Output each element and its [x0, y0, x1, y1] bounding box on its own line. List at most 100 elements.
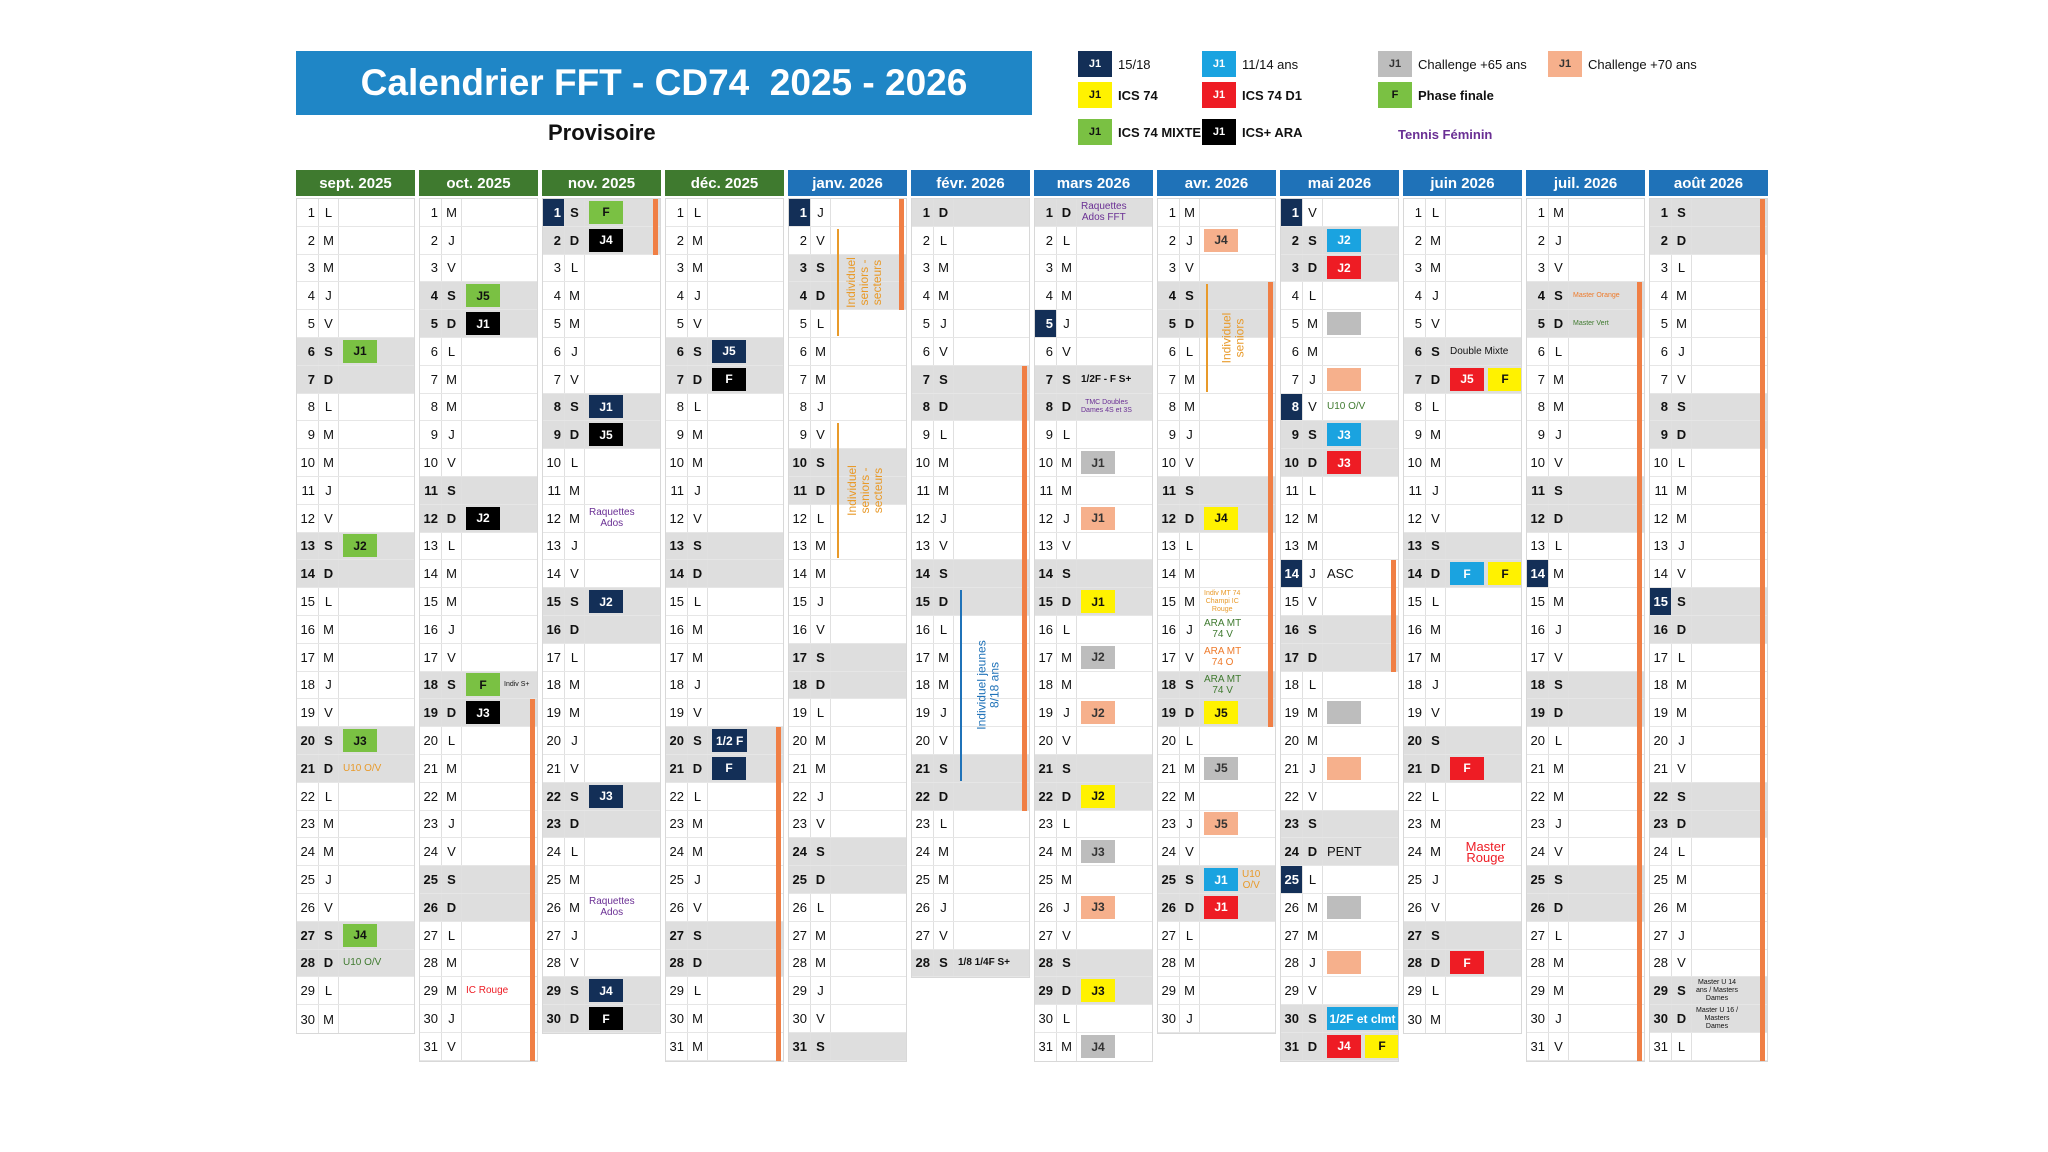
day-number: 20: [1281, 727, 1303, 754]
day-number: 9: [666, 421, 688, 449]
day-events: J1 U10 O/V: [1200, 866, 1275, 893]
day-letter: L: [1672, 449, 1692, 476]
month-days: 1 L 2 M 3 M 4 J 5 V 6 S J1 7 D 8 L 9 M 10 M 11 J 12 V 13 S J2 14 D 15 L…: [296, 198, 415, 1034]
event-note: Master Vert: [1573, 319, 1609, 327]
day-number: 6: [1404, 337, 1426, 365]
day-letter: D: [1057, 977, 1077, 1005]
day-number: 4: [297, 282, 319, 310]
day-number: 30: [543, 1005, 565, 1032]
day-row: 16 J ARA MT 74 V: [1158, 615, 1275, 644]
day-events: [1692, 588, 1767, 615]
day-letter: D: [565, 1005, 585, 1032]
day-letter: L: [688, 393, 708, 421]
day-row: 2 J J4: [1158, 226, 1275, 255]
day-events: ASC: [1323, 560, 1398, 587]
day-row: 17 L: [543, 643, 660, 672]
day-events: [1200, 922, 1275, 949]
day-number: 15: [297, 588, 319, 615]
day-events: [1692, 811, 1767, 838]
day-letter: M: [934, 449, 954, 476]
legend-swatch: J1: [1202, 119, 1236, 145]
event-tag: J3: [1081, 840, 1115, 864]
day-events: [462, 227, 537, 254]
day-letter: S: [1549, 476, 1569, 504]
day-letter: M: [319, 226, 339, 254]
day-row: 12 J J1: [1035, 504, 1152, 533]
day-number: 13: [420, 532, 442, 560]
day-row: 31DJ4FRF FT: [1281, 1032, 1398, 1061]
day-number: 7: [1527, 365, 1549, 393]
day-letter: L: [811, 310, 831, 337]
day-events: [1692, 727, 1767, 754]
day-letter: S: [442, 476, 462, 504]
day-events: [585, 922, 660, 949]
day-row: 28 V: [1650, 949, 1767, 978]
day-number: 27: [666, 921, 688, 949]
day-number: 11: [1404, 476, 1426, 504]
event-tag: F: [1488, 367, 1521, 391]
day-letter: L: [1057, 615, 1077, 643]
day-row: 20 J: [1650, 727, 1767, 755]
day-number: 22: [1650, 782, 1672, 810]
day-number: 19: [789, 699, 811, 727]
event-tag: F: [1365, 1034, 1398, 1058]
day-number: 18: [666, 671, 688, 699]
legend-swatch: J1: [1078, 82, 1112, 108]
day-events: [831, 811, 906, 838]
day-row: 14 M: [789, 560, 906, 589]
day-number: 2: [1404, 226, 1426, 254]
day-number: 31: [666, 1032, 688, 1060]
day-number: 30: [297, 1005, 319, 1033]
day-row: 27 J: [1650, 921, 1767, 950]
legend-label: Phase finale: [1418, 87, 1494, 103]
day-number: 9: [1281, 421, 1303, 449]
day-events: [1200, 421, 1275, 448]
event-tag: J1: [1204, 868, 1238, 892]
day-number: 27: [912, 921, 934, 949]
day-row: 23 D: [1650, 810, 1767, 839]
day-number: 19: [297, 699, 319, 727]
day-letter: M: [934, 643, 954, 671]
day-letter: J: [1549, 226, 1569, 254]
day-events: [954, 310, 1029, 337]
event-tag: J1: [1081, 451, 1115, 475]
day-events: [954, 811, 1029, 838]
day-events: [1446, 421, 1521, 448]
day-row: 10 S: [789, 449, 906, 477]
day-letter: M: [1672, 699, 1692, 727]
day-letter: M: [1303, 699, 1323, 727]
day-row: 16 M: [666, 615, 783, 644]
event-note: Double Mixte: [1450, 345, 1509, 357]
day-letter: D: [934, 782, 954, 810]
day-letter: M: [565, 671, 585, 699]
day-letter: M: [442, 560, 462, 588]
day-number: 6: [1281, 337, 1303, 365]
day-events: [462, 449, 537, 476]
day-events: [1077, 533, 1152, 560]
legend-item: J1 ICS 74 MIXTE: [1078, 119, 1201, 145]
day-row: 17 M J2: [1035, 643, 1152, 672]
day-letter: M: [319, 615, 339, 643]
day-letter: D: [1672, 615, 1692, 643]
day-letter: S: [1426, 532, 1446, 560]
day-number: 2: [666, 226, 688, 254]
day-letter: L: [688, 588, 708, 615]
day-number: 6: [1527, 337, 1549, 365]
day-events: [1077, 950, 1152, 977]
day-row: 15 L: [297, 588, 414, 616]
day-events: [462, 838, 537, 865]
day-letter: J: [688, 282, 708, 310]
day-row: 30 J: [1527, 1005, 1644, 1033]
day-letter: M: [1549, 977, 1569, 1005]
day-number: 22: [789, 782, 811, 810]
